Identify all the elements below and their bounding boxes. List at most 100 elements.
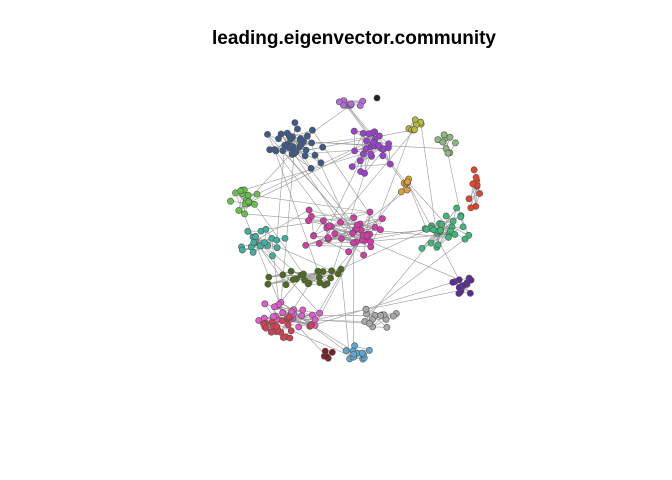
network-node-magenta	[315, 240, 323, 247]
network-node-black	[373, 94, 381, 102]
network-node-emerald	[449, 217, 457, 225]
network-node-steel-blue	[311, 151, 319, 159]
network-node-purple	[359, 150, 367, 158]
network-node-emerald	[451, 231, 459, 238]
network-node-purple	[385, 140, 392, 148]
network-node-crimson	[285, 313, 293, 321]
network-node-crimson	[262, 324, 270, 332]
network-node-steel-blue	[307, 164, 315, 172]
network-node-steel-blue	[303, 132, 311, 140]
network-node-magenta	[305, 206, 313, 214]
network-node-sage	[444, 149, 452, 157]
network-edge	[291, 270, 319, 312]
network-node-red	[469, 180, 477, 188]
network-edge	[420, 122, 439, 245]
network-node-red	[476, 190, 483, 197]
network-edge	[407, 182, 427, 230]
network-edge	[361, 218, 383, 231]
network-node-magenta	[377, 226, 384, 234]
network-edge	[370, 241, 460, 281]
network-node-magenta	[325, 222, 333, 230]
network-node-steel-blue	[308, 126, 316, 134]
network-node-purple	[348, 163, 356, 170]
network-node-indigo	[455, 284, 463, 291]
network-node-steel-blue	[279, 147, 287, 155]
network-edge	[255, 241, 320, 314]
network-edge	[313, 235, 349, 252]
network-node-magenta	[367, 238, 374, 246]
network-node-teal	[244, 227, 252, 235]
network-node-gray	[389, 312, 397, 320]
network-node-crimson	[307, 322, 315, 329]
network-edge	[292, 136, 312, 169]
network-node-magenta	[331, 230, 339, 238]
network-node-purple	[386, 160, 394, 168]
network-node-magenta	[360, 251, 367, 259]
network-node-dark-olive	[300, 270, 307, 278]
network-node-magenta	[378, 215, 386, 222]
network-node-grass-green	[251, 200, 258, 208]
network-node-indigo	[467, 276, 475, 284]
network-node-purple	[356, 157, 364, 165]
network-node-pink	[279, 309, 287, 317]
network-edge	[292, 129, 313, 138]
network-node-purple	[362, 145, 370, 153]
network-node-dark-olive	[279, 271, 287, 279]
network-edge	[292, 135, 380, 147]
network-node-dark-olive	[319, 268, 327, 275]
network-node-emerald	[434, 241, 442, 249]
network-node-teal	[273, 244, 281, 252]
network-node-red	[465, 195, 473, 203]
network-node-teal	[261, 239, 268, 246]
network-node-steel-blue	[296, 143, 304, 151]
network-node-lavender	[356, 102, 364, 109]
network-node-grass-green	[253, 190, 261, 198]
network-node-crimson	[267, 328, 275, 336]
network-node-sky-blue	[342, 347, 350, 355]
network-node-grass-green	[244, 191, 252, 199]
network-node-teal	[250, 239, 258, 246]
network-node-dark-olive	[323, 280, 331, 287]
network-node-grass-green	[245, 198, 252, 206]
network-node-emerald	[453, 204, 460, 212]
network-node-sky-blue	[358, 349, 366, 357]
network-node-teal	[252, 232, 259, 240]
network-node-teal	[281, 234, 289, 242]
network-edge	[356, 211, 371, 243]
network-node-emerald	[445, 233, 452, 241]
network-node-pink	[311, 316, 319, 324]
network-edge	[271, 238, 280, 305]
network-node-emerald	[423, 225, 430, 233]
network-node-magenta	[345, 248, 352, 256]
network-node-steel-blue	[275, 135, 282, 143]
network-node-steel-blue	[294, 125, 301, 133]
network-edge	[470, 183, 474, 208]
network-edge	[247, 195, 304, 275]
network-node-steel-blue	[283, 129, 291, 137]
network-edge	[366, 226, 464, 236]
network-node-sage	[439, 138, 447, 146]
network-node-magenta	[310, 232, 317, 240]
network-node-grass-green	[237, 187, 244, 195]
network-node-maroon	[328, 348, 336, 356]
network-node-purple	[375, 141, 383, 149]
network-node-emerald	[461, 235, 469, 243]
network-edge	[265, 220, 324, 230]
network-node-steel-blue	[301, 152, 309, 160]
network-node-purple	[379, 152, 387, 160]
network-node-red	[470, 166, 478, 174]
network-node-magenta	[302, 241, 310, 249]
network-edge	[315, 290, 462, 320]
network-node-dark-olive	[305, 279, 313, 287]
network-edge	[372, 315, 394, 328]
network-node-crimson	[278, 317, 286, 325]
network-node-red	[467, 204, 475, 212]
network-node-steel-blue	[302, 146, 310, 154]
network-node-magenta	[324, 234, 332, 241]
network-node-magenta	[366, 208, 374, 216]
network-node-indigo	[449, 278, 457, 286]
network-edge	[276, 145, 285, 241]
network-edge	[407, 181, 456, 235]
network-node-dark-olive	[287, 267, 295, 275]
